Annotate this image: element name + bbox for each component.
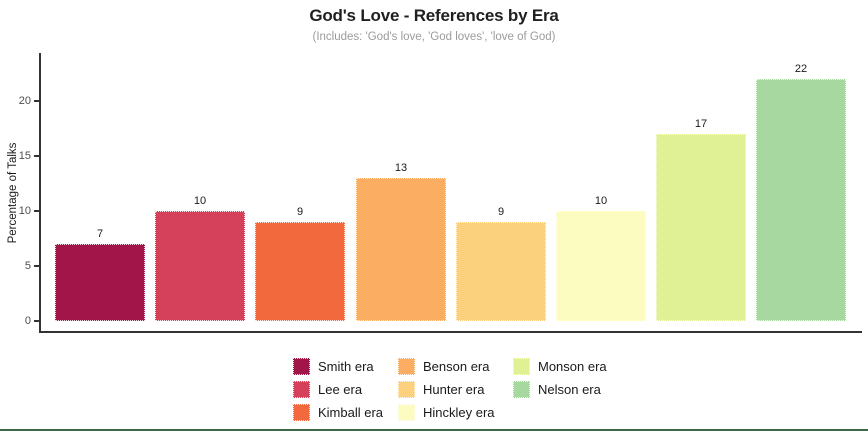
bar-value-label: 9 <box>497 205 505 218</box>
bar-hinckley-era <box>556 210 646 321</box>
chart-title: God's Love - References by Era <box>309 6 559 25</box>
bar-value-label: 17 <box>694 117 708 130</box>
legend-label: Nelson era <box>538 382 601 397</box>
y-tick-label: 20 <box>18 94 31 107</box>
x-axis-line <box>39 331 862 333</box>
bar-smith-era <box>55 243 145 321</box>
legend-swatch-hunter-era <box>398 381 415 398</box>
y-axis-line <box>39 53 41 333</box>
y-tick-label: 5 <box>24 259 31 272</box>
legend-swatch-kimball-era <box>293 404 310 421</box>
bar-lee-era <box>155 210 245 321</box>
legend-label: Hunter era <box>423 382 485 397</box>
legend-swatch-monson-era <box>513 358 530 375</box>
legend-swatch-lee-era <box>293 381 310 398</box>
bar-nelson-era <box>756 78 846 321</box>
bar-value-label: 13 <box>394 161 408 174</box>
bar-monson-era <box>656 133 746 321</box>
y-tick-label: 0 <box>24 314 31 327</box>
legend-label: Kimball era <box>318 405 384 420</box>
bar-value-label: 9 <box>296 205 304 218</box>
legend-label: Hinckley era <box>423 405 495 420</box>
legend-swatch-smith-era <box>293 358 310 375</box>
chart-subtitle: (Includes: 'God's love, 'God loves', 'lo… <box>312 31 556 43</box>
legend-swatch-hinckley-era <box>398 404 415 421</box>
y-tick <box>34 209 39 212</box>
y-tick-label: 10 <box>18 204 31 217</box>
y-tick <box>34 99 39 102</box>
bar-value-label: 10 <box>594 194 608 207</box>
legend-label: Monson era <box>538 359 607 374</box>
bar-value-label: 22 <box>794 62 808 75</box>
bar-hunter-era <box>456 221 546 321</box>
bar-benson-era <box>356 177 446 321</box>
legend-label: Benson era <box>423 359 490 374</box>
bar-value-label: 10 <box>193 194 207 207</box>
y-tick-label: 15 <box>18 149 31 162</box>
footer-divider <box>0 429 868 431</box>
legend-swatch-nelson-era <box>513 381 530 398</box>
y-tick <box>34 319 39 322</box>
legend-swatch-benson-era <box>398 358 415 375</box>
legend-label: Smith era <box>318 359 374 374</box>
legend-label: Lee era <box>318 382 363 397</box>
y-tick <box>34 264 39 267</box>
bar-value-label: 7 <box>96 227 104 240</box>
bar-kimball-era <box>255 221 345 321</box>
y-tick <box>34 154 39 157</box>
